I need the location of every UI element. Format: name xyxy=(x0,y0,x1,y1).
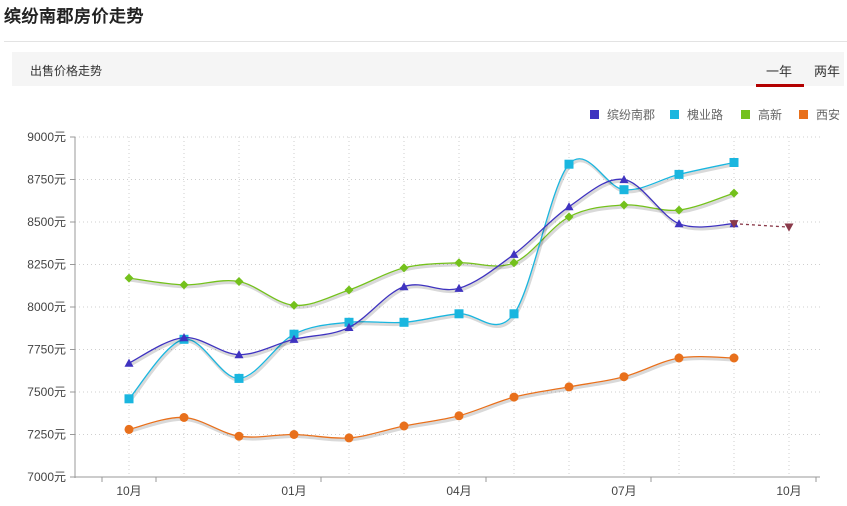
y-tick-label: 7000元 xyxy=(27,470,66,484)
x-tick-label: 04月 xyxy=(446,484,471,498)
data-point xyxy=(509,249,519,258)
legend-label: 西安 xyxy=(816,107,840,122)
data-point xyxy=(289,329,299,339)
y-tick-label: 7750元 xyxy=(27,343,66,357)
chart-toolbar: 出售价格走势 一年 两年 xyxy=(12,52,844,87)
data-point xyxy=(399,317,409,327)
data-point xyxy=(454,411,464,421)
y-tick-label: 7250元 xyxy=(27,428,66,442)
data-point xyxy=(124,424,134,434)
legend-label: 缤纷南郡 xyxy=(607,107,655,122)
legend-swatch xyxy=(799,110,808,119)
legend-swatch xyxy=(670,110,679,119)
series-line xyxy=(128,158,735,400)
active-tab-indicator xyxy=(756,84,804,87)
series-2 xyxy=(124,188,739,310)
grid xyxy=(75,136,820,477)
x-tick-label: 10月 xyxy=(116,484,141,498)
data-point xyxy=(399,421,409,431)
data-point xyxy=(124,358,134,367)
toolbar-label: 出售价格走势 xyxy=(30,64,103,78)
data-point xyxy=(674,219,684,228)
y-tick-label: 8000元 xyxy=(27,300,66,314)
data-point xyxy=(179,333,189,342)
data-point xyxy=(399,263,409,273)
data-point xyxy=(674,169,684,179)
data-point xyxy=(509,309,519,319)
y-tick-label: 8250元 xyxy=(27,258,66,272)
series xyxy=(124,158,794,443)
data-point xyxy=(454,258,464,268)
series-3 xyxy=(124,353,739,443)
forecast-line xyxy=(733,223,790,228)
legend-label: 高新 xyxy=(758,107,782,122)
legend-swatch xyxy=(741,110,750,119)
data-point xyxy=(564,382,574,392)
data-point xyxy=(234,431,244,441)
data-point xyxy=(234,350,244,359)
x-tick-label: 07月 xyxy=(611,484,636,498)
y-tick-label: 9000元 xyxy=(27,130,66,144)
data-point xyxy=(344,322,354,331)
data-point xyxy=(729,353,739,363)
series-line xyxy=(128,355,735,439)
data-point xyxy=(399,282,409,291)
x-tick-label: 01月 xyxy=(281,484,306,498)
tab-one-year[interactable]: 一年 xyxy=(766,64,793,79)
data-point xyxy=(619,175,629,184)
y-tick-label: 8750元 xyxy=(27,173,66,187)
data-point xyxy=(784,223,794,232)
data-point xyxy=(729,220,739,229)
y-tick-label: 8500元 xyxy=(27,215,66,229)
series-line-shadow xyxy=(129,193,736,309)
data-point xyxy=(289,334,299,343)
data-point xyxy=(509,258,519,268)
data-point xyxy=(674,353,684,363)
legend: 缤纷南郡 槐业路 高新 西安 xyxy=(590,107,840,122)
data-point xyxy=(619,200,629,210)
data-point xyxy=(124,273,134,283)
legend-label: 槐业路 xyxy=(687,107,723,122)
data-point xyxy=(289,300,299,310)
data-point xyxy=(564,212,574,222)
data-point xyxy=(564,202,574,211)
data-point xyxy=(124,394,134,404)
data-point xyxy=(619,372,629,382)
page-title: 缤纷南郡房价走势 xyxy=(4,7,144,26)
data-point xyxy=(179,280,189,290)
axes: 7000元 7250元 7500元 7750元 8000元 8250元 8500元 8750元… xyxy=(27,130,820,498)
data-point xyxy=(454,283,464,292)
data-point xyxy=(344,433,354,443)
data-point xyxy=(619,185,629,195)
data-point xyxy=(179,413,189,422)
data-point xyxy=(729,188,739,198)
y-tick-label: 7500元 xyxy=(27,385,66,399)
data-point xyxy=(454,309,464,319)
title-divider xyxy=(4,41,847,42)
data-point xyxy=(234,373,244,383)
data-point xyxy=(344,317,354,327)
data-point xyxy=(344,285,354,295)
series-1 xyxy=(124,158,739,404)
data-point xyxy=(674,205,684,215)
data-point xyxy=(289,430,299,439)
data-point xyxy=(564,159,574,169)
data-point xyxy=(729,158,739,167)
series-0 xyxy=(124,175,794,367)
data-point xyxy=(234,277,244,286)
tab-two-years[interactable]: 两年 xyxy=(814,64,841,79)
data-point xyxy=(509,392,519,402)
legend-swatch xyxy=(590,110,599,119)
x-tick-label: 10月 xyxy=(776,484,801,498)
